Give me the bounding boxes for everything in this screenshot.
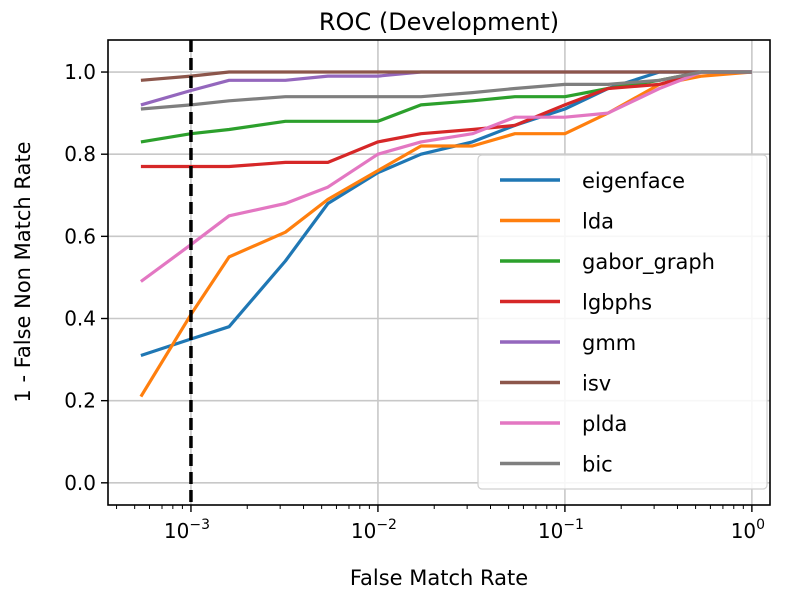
series-line-lgbphs xyxy=(140,70,752,169)
y-tick-label: 0.2 xyxy=(64,389,96,413)
y-axis-label: 1 - False Non Match Rate xyxy=(11,141,35,402)
series-line-eigenface xyxy=(140,70,752,358)
legend-label-lda: lda xyxy=(582,210,614,234)
legend-label-bic: bic xyxy=(582,453,613,477)
y-tick-label: 0.0 xyxy=(64,471,96,495)
x-tick-label: 10−2 xyxy=(351,517,397,543)
legend-label-isv: isv xyxy=(582,372,611,396)
plot-frame xyxy=(107,39,771,506)
chart-title: ROC (Development) xyxy=(319,8,559,36)
y-tick-label: 0.4 xyxy=(64,307,96,331)
series-line-bic xyxy=(140,70,752,111)
legend-label-gabor_graph: gabor_graph xyxy=(582,250,715,275)
x-axis-label: False Match Rate xyxy=(350,566,528,590)
series-line-plda xyxy=(139,70,752,283)
legend-label-plda: plda xyxy=(582,412,627,436)
legend-label-lgbphs: lgbphs xyxy=(582,291,652,315)
series-line-isv xyxy=(140,70,752,82)
x-tick-label: 10−3 xyxy=(164,517,210,543)
legend-box xyxy=(477,154,768,490)
legend-label-gmm: gmm xyxy=(582,331,636,355)
legend-label-eigenface: eigenface xyxy=(582,169,685,193)
y-tick-label: 0.8 xyxy=(64,142,96,166)
x-tick-label: 10−1 xyxy=(538,517,584,543)
y-tick-label: 1.0 xyxy=(64,60,96,84)
y-tick-label: 0.6 xyxy=(64,224,96,248)
x-tick-label: 100 xyxy=(731,517,765,543)
series-line-lda xyxy=(139,70,753,398)
